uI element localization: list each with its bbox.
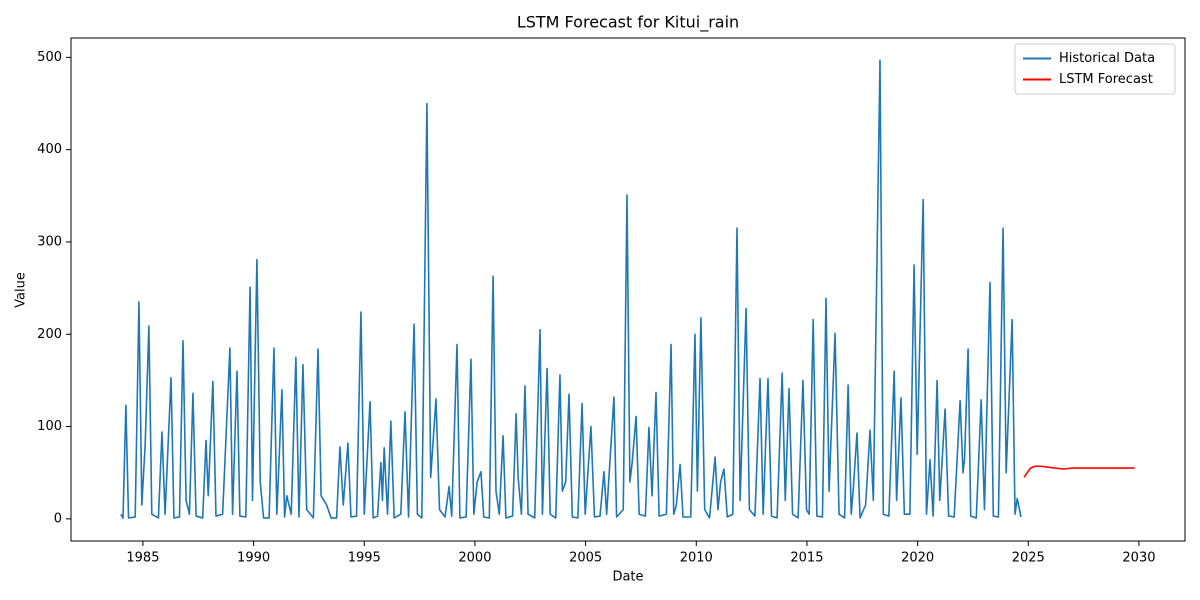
legend-box	[1014, 43, 1176, 95]
x-tick-label: 2000	[458, 551, 491, 566]
y-tick-label: 500	[37, 50, 62, 65]
x-tick-label: 1990	[237, 551, 270, 566]
y-axis-label: Value	[14, 272, 29, 308]
x-tick-label: 2030	[1122, 551, 1155, 566]
y-tick-label: 300	[37, 234, 62, 249]
x-tick-label: 1995	[348, 551, 381, 566]
legend-label: LSTM Forecast	[1059, 72, 1153, 87]
series-line	[1023, 465, 1135, 478]
x-tick-label: 2015	[790, 551, 823, 566]
x-tick-label: 2025	[1012, 551, 1045, 566]
x-tick-label: 2010	[680, 551, 713, 566]
plot-frame	[70, 37, 1186, 542]
x-tick-label: 2020	[901, 551, 934, 566]
series-line	[120, 59, 1022, 519]
legend-label: Historical Data	[1059, 51, 1155, 66]
x-axis-label: Date	[612, 570, 643, 585]
y-tick-label: 400	[37, 142, 62, 157]
y-tick-label: 0	[54, 511, 62, 526]
x-tick-label: 2005	[569, 551, 602, 566]
y-tick-label: 200	[37, 327, 62, 342]
x-tick-label: 1985	[126, 551, 159, 566]
chart-title: LSTM Forecast for Kitui_rain	[517, 13, 739, 33]
legend: Historical Data LSTM Forecast	[1014, 43, 1176, 95]
y-tick-label: 100	[37, 419, 62, 434]
